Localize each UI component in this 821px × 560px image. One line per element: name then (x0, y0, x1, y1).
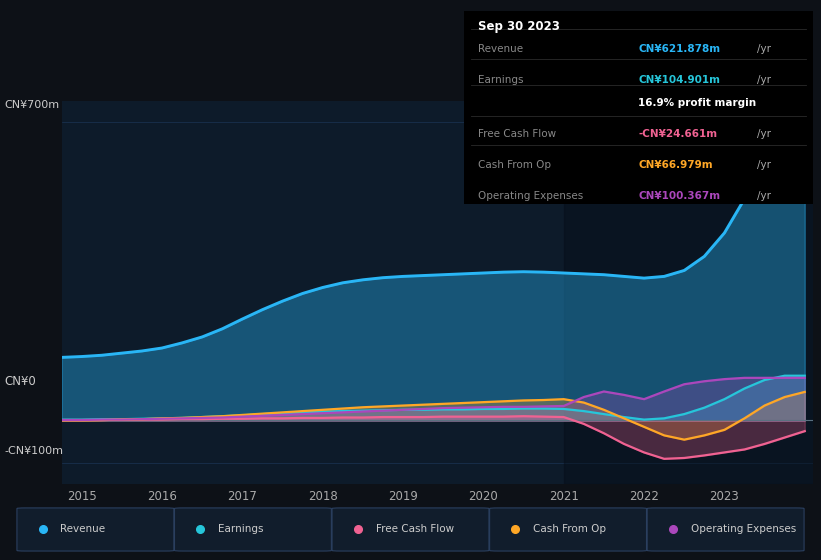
Text: Operating Expenses: Operating Expenses (478, 191, 583, 201)
Text: Cash From Op: Cash From Op (533, 524, 606, 534)
Text: CN¥700m: CN¥700m (4, 100, 59, 110)
Text: Earnings: Earnings (478, 75, 523, 85)
Text: -CN¥24.661m: -CN¥24.661m (639, 129, 718, 139)
Text: Revenue: Revenue (478, 44, 523, 54)
Bar (564, 101, 821, 484)
Text: /yr: /yr (757, 160, 771, 170)
Text: Operating Expenses: Operating Expenses (690, 524, 796, 534)
Text: CN¥104.901m: CN¥104.901m (639, 75, 720, 85)
FancyBboxPatch shape (175, 508, 332, 551)
FancyBboxPatch shape (332, 508, 489, 551)
Text: Sep 30 2023: Sep 30 2023 (478, 20, 560, 33)
Text: /yr: /yr (757, 191, 771, 201)
Text: Earnings: Earnings (218, 524, 264, 534)
Text: /yr: /yr (757, 129, 771, 139)
Text: 16.9% profit margin: 16.9% profit margin (639, 98, 756, 108)
Text: /yr: /yr (757, 75, 771, 85)
Text: Free Cash Flow: Free Cash Flow (375, 524, 454, 534)
Text: CN¥66.979m: CN¥66.979m (639, 160, 713, 170)
Text: CN¥621.878m: CN¥621.878m (639, 44, 721, 54)
Text: CN¥0: CN¥0 (4, 375, 36, 389)
Text: -CN¥100m: -CN¥100m (4, 446, 63, 456)
Text: /yr: /yr (757, 44, 771, 54)
FancyBboxPatch shape (489, 508, 646, 551)
Text: Cash From Op: Cash From Op (478, 160, 551, 170)
Text: Free Cash Flow: Free Cash Flow (478, 129, 556, 139)
Text: CN¥100.367m: CN¥100.367m (639, 191, 721, 201)
FancyBboxPatch shape (647, 508, 804, 551)
Text: Revenue: Revenue (61, 524, 106, 534)
FancyBboxPatch shape (17, 508, 174, 551)
